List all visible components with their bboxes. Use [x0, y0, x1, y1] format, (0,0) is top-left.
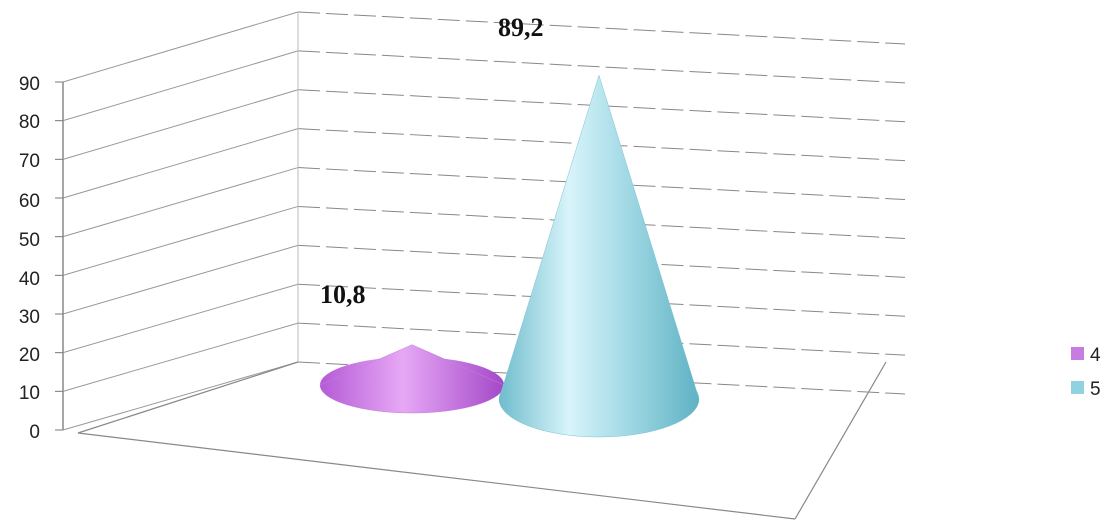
legend-swatch-5 — [1071, 381, 1084, 394]
data-label-series-4: 10,8 — [320, 280, 366, 309]
back-wall-gridline — [297, 89, 906, 123]
y-tick-label: 30 — [19, 307, 40, 328]
left-wall-gridline — [62, 361, 299, 431]
left-wall-gridline — [62, 283, 299, 354]
cone-series-4 — [319, 344, 505, 414]
left-wall-gridline — [62, 50, 299, 122]
y-tick-label: 80 — [19, 112, 40, 133]
y-tick-label: 70 — [19, 151, 40, 172]
y-tick-labels: 0 10 20 30 40 50 60 70 80 90 — [19, 74, 40, 443]
legend-item-4: 4 — [1071, 345, 1101, 366]
cone-body — [319, 344, 505, 414]
y-tick-label: 20 — [19, 345, 40, 366]
y-tick-label: 50 — [19, 230, 40, 251]
back-wall-gridline — [297, 50, 906, 84]
legend: 4 5 — [1071, 345, 1101, 400]
legend-label-4: 4 — [1090, 345, 1101, 366]
back-wall-gridline — [297, 11, 906, 45]
left-wall-gridline — [62, 322, 299, 392]
left-wall-gridline — [62, 89, 299, 160]
left-wall-gridline — [62, 244, 299, 315]
back-wall-gridline — [297, 205, 906, 239]
y-tick-label: 60 — [19, 191, 40, 212]
cone-body — [498, 74, 700, 438]
cone-series-5 — [498, 74, 700, 438]
floor-right-edge — [794, 361, 887, 520]
back-wall-gridline — [297, 322, 906, 356]
legend-item-5: 5 — [1071, 379, 1101, 400]
back-wall-gridline — [297, 128, 906, 162]
y-tick-label: 90 — [19, 74, 40, 95]
y-tick-label: 0 — [29, 422, 40, 443]
axes-frame — [62, 12, 887, 520]
y-tick-label: 10 — [19, 383, 40, 404]
legend-swatch-4 — [1071, 347, 1084, 360]
data-label-series-5: 89,2 — [498, 13, 544, 42]
back-wall-gridline — [297, 283, 906, 317]
left-wall-gridline — [62, 205, 299, 276]
back-wall-gridline — [297, 244, 906, 278]
legend-label-5: 5 — [1090, 379, 1101, 400]
left-wall-gridline — [62, 128, 299, 199]
floor-front-edge — [77, 432, 796, 520]
left-wall-gridline — [62, 167, 299, 238]
floor-left-edge — [77, 361, 299, 434]
left-wall-gridline — [62, 11, 299, 83]
cones — [319, 74, 700, 438]
back-wall-gridline — [297, 167, 906, 201]
y-tick-label: 40 — [19, 269, 40, 290]
